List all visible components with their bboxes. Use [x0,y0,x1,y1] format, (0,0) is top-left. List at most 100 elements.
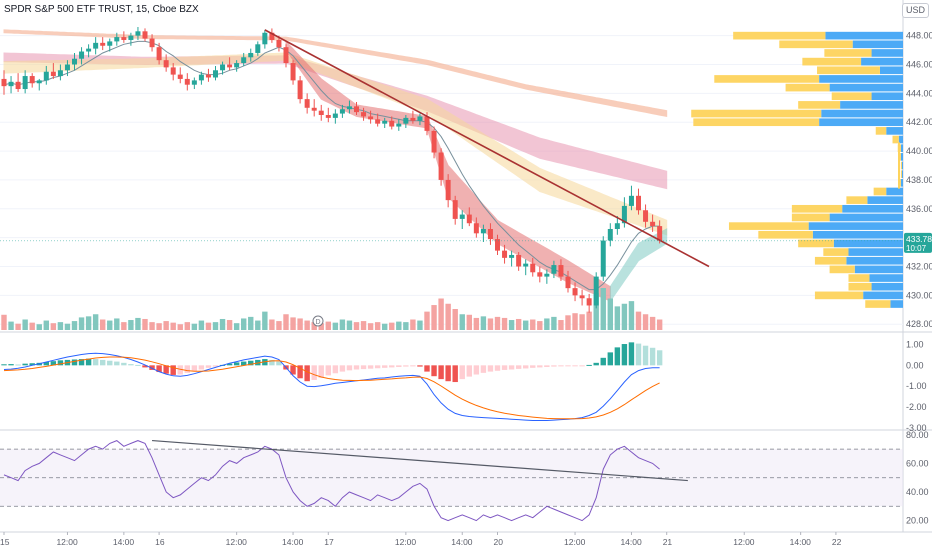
volume-profile-up-bar [814,291,864,300]
candle-body [262,32,268,45]
candle-body [283,47,289,64]
volume-bar [163,321,169,330]
volume-profile-up-bar [798,239,834,248]
candle-body [650,221,656,227]
volume-profile-up-bar [875,127,887,135]
macd-histogram-bar [438,365,444,380]
macd-histogram-bar [191,365,198,372]
volume-bar [219,318,226,330]
candle-body [551,265,557,274]
volume-bar [156,323,162,330]
volume-profile-down-bar [840,101,903,109]
volume-bar [515,318,522,330]
candle-body [579,295,585,299]
macd-histogram-bar [170,365,176,375]
macd-histogram-bar [177,365,183,375]
macd-histogram-bar [621,344,628,366]
volume-profile-down-bar [848,248,903,256]
volume-bar [64,323,71,330]
price-tick-label: 436.00 [906,204,932,214]
volume-bar [508,320,515,330]
candle-body [339,109,345,114]
candle-body [572,288,578,296]
candle-body [227,64,233,68]
macd-histogram-bar [233,362,240,366]
candle-body [290,63,296,81]
candle-body [368,116,374,120]
volume-bar [22,319,28,330]
last-price-tag [904,232,932,253]
volume-bar [367,323,374,330]
volume-profile-up-bar [831,92,872,101]
volume-profile-up-bar [865,300,891,308]
candle-body [452,200,458,219]
time-tick-label: 20 [494,537,504,547]
countdown-label: 10:07 [906,244,927,253]
macd-histogram-bar [50,361,57,366]
price-tick-label: 432.00 [906,262,932,272]
candle-body [128,35,134,40]
candle-body [57,70,63,77]
macd-histogram-bar [410,365,416,367]
candle-body [149,38,155,48]
macd-histogram-bar [494,365,501,371]
volume-bar [297,318,303,330]
candle-body [502,250,508,258]
price-tick-label: 448.00 [906,31,932,41]
volume-bar [565,315,571,330]
macd-histogram-bar [466,365,472,377]
time-tick-label: 12:00 [226,537,248,547]
macd-histogram-bar [29,363,35,366]
macd-histogram-bar [501,365,508,370]
volume-bar [29,322,35,330]
candle-body [311,107,317,111]
candle-body [382,120,388,124]
volume-bar [226,320,233,330]
volume-profile-down-bar [819,75,903,83]
macd-histogram-bar [107,360,113,366]
candle-body [135,31,141,36]
candle-body [636,195,641,211]
candle-body [29,76,35,84]
volume-profile-up-bar [733,31,826,40]
rsi-line [3,440,660,522]
candle-body [375,119,381,124]
currency-badge[interactable]: USD [902,3,930,18]
macd-histogram-bar [508,365,515,370]
dividend-marker[interactable] [312,315,324,327]
volume-profile-down-bar [886,127,903,135]
macd-histogram-bar [71,359,78,366]
volume-bar [551,316,557,330]
macd-histogram-bar [128,364,134,366]
candle-body [234,63,240,68]
volume-profile-up-bar [817,66,880,75]
candle-body [325,115,331,118]
macd-tick-label: -3.00 [906,423,927,433]
volume-profile-down-bar [867,196,903,204]
macd-histogram-bar [290,365,296,375]
volume-bar [523,320,529,330]
volume-profile-down-bar [900,178,903,187]
volume-bar [262,311,268,330]
volume-bar [114,318,120,330]
volume-bar [445,303,451,330]
volume-bar [431,305,437,330]
macd-histogram-bar [276,361,282,366]
volume-profile-up-bar [846,196,868,204]
macd-histogram-bar [163,365,169,374]
indicator-band-1 [3,29,668,117]
macd-histogram-bar [212,365,219,367]
volume-bar [304,320,310,330]
volume-profile-down-bar [821,109,903,118]
candle-body [8,81,14,87]
volume-bar [494,316,501,330]
macd-histogram-bar [417,365,423,367]
macd-histogram-bar [572,365,578,367]
candle-body [72,58,77,65]
candle-body [1,78,7,87]
macd-histogram-bar [607,352,613,366]
volume-bar [621,303,628,330]
volume-bar [628,301,635,330]
volume-profile-down-bar [871,49,903,57]
